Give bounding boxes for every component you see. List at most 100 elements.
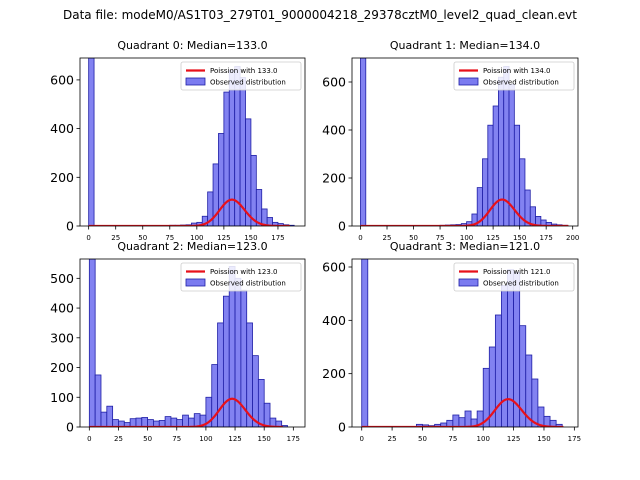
y-tick-label: 200 bbox=[50, 360, 74, 375]
x-tick-label: 75 bbox=[165, 234, 174, 242]
y-tick-label: 200 bbox=[322, 366, 346, 381]
histogram-bar bbox=[239, 77, 246, 226]
plot-title: Quadrant 0: Median=133.0 bbox=[117, 39, 267, 52]
y-tick-label: 0 bbox=[66, 420, 74, 435]
legend-line-label: Poission with 134.0 bbox=[483, 67, 551, 75]
histogram-bar bbox=[492, 105, 499, 226]
y-tick-label: 100 bbox=[50, 390, 74, 405]
y-tick-label: 500 bbox=[50, 271, 74, 286]
legend-line-label: Poission with 123.0 bbox=[210, 268, 278, 276]
x-tick-label: 25 bbox=[111, 234, 120, 242]
legend: Poission with 123.0 Observed distribution bbox=[180, 262, 302, 292]
legend-line-label: Poission with 133.0 bbox=[210, 67, 278, 75]
x-tick-label: 50 bbox=[138, 234, 147, 242]
y-tick-label: 0 bbox=[66, 219, 74, 234]
plot-area bbox=[360, 58, 569, 226]
histogram-bar bbox=[245, 118, 252, 226]
x-tick-label: 25 bbox=[383, 234, 392, 242]
x-tick-label: 125 bbox=[486, 234, 499, 242]
x-tick-label: 175 bbox=[568, 435, 581, 443]
y-tick-label: 600 bbox=[322, 75, 346, 90]
histogram-bar bbox=[188, 417, 195, 427]
legend-bar-label: Observed distribution bbox=[483, 280, 559, 288]
histogram-bar bbox=[458, 417, 466, 427]
x-tick-label: 175 bbox=[539, 234, 552, 242]
x-tick-label: 150 bbox=[537, 435, 550, 443]
histogram-bar bbox=[94, 374, 102, 427]
x-tick-label: 150 bbox=[513, 234, 526, 242]
x-tick-label: 50 bbox=[143, 435, 152, 443]
x-tick-label: 175 bbox=[287, 435, 300, 443]
legend-bar-swatch bbox=[458, 278, 479, 287]
y-tick-label: 600 bbox=[50, 72, 74, 87]
x-tick-label: 0 bbox=[359, 435, 363, 443]
histogram-bar bbox=[135, 417, 143, 427]
quadrant-1-plot: Quadrant 1: Median=134.0 0 25 50 75 100 125 150… bbox=[322, 39, 579, 242]
legend-line-label: Poission with 121.0 bbox=[483, 268, 551, 276]
axes-frame bbox=[79, 57, 306, 227]
x-tick-label: 0 bbox=[86, 234, 90, 242]
histogram-bar bbox=[257, 379, 265, 427]
histogram-bar bbox=[88, 259, 96, 427]
histogram-bar bbox=[88, 58, 95, 226]
x-tick-label: 125 bbox=[507, 435, 520, 443]
x-tick-label: 125 bbox=[217, 234, 230, 242]
histogram-bar bbox=[531, 378, 539, 427]
histogram-bar bbox=[252, 355, 259, 427]
legend-bar-label: Observed distribution bbox=[210, 79, 286, 87]
x-tick-label: 0 bbox=[358, 234, 362, 242]
legend-bar-swatch bbox=[185, 77, 206, 86]
legend-bar-label: Observed distribution bbox=[210, 280, 286, 288]
histogram-bar bbox=[106, 405, 114, 427]
x-tick-label: 100 bbox=[477, 435, 490, 443]
histogram-bar bbox=[255, 189, 263, 226]
histogram-bar bbox=[112, 419, 119, 427]
x-tick-label: 100 bbox=[460, 234, 473, 242]
quadrant-3-plot: Quadrant 3: Median=121.0 0 25 50 75 100 125 150… bbox=[322, 240, 581, 443]
histogram-bar bbox=[164, 416, 172, 427]
x-tick-label: 0 bbox=[87, 435, 91, 443]
histogram-bar bbox=[129, 418, 137, 427]
histogram-bar bbox=[100, 411, 108, 427]
legend-box bbox=[453, 61, 575, 91]
histogram-bar bbox=[193, 413, 201, 427]
legend-box bbox=[453, 262, 575, 292]
x-tick-label: 125 bbox=[228, 435, 241, 443]
y-tick-label: 200 bbox=[50, 170, 74, 185]
histogram-bar bbox=[176, 419, 183, 427]
x-tick-label: 100 bbox=[190, 234, 203, 242]
histogram-bar bbox=[549, 419, 557, 427]
histogram-bar bbox=[182, 414, 189, 427]
legend-box bbox=[180, 61, 302, 91]
histogram-bar bbox=[141, 417, 149, 427]
histogram-bar bbox=[263, 402, 271, 427]
legend: Poission with 133.0 Observed distribution bbox=[180, 61, 302, 91]
histogram-bar bbox=[498, 76, 505, 226]
x-tick-label: 200 bbox=[566, 234, 579, 242]
legend-box bbox=[180, 262, 302, 292]
plot-title: Quadrant 1: Median=134.0 bbox=[390, 39, 540, 52]
histogram-bar bbox=[555, 423, 563, 427]
histogram-bar bbox=[507, 269, 515, 427]
x-tick-label: 75 bbox=[436, 234, 445, 242]
y-tick-label: 400 bbox=[50, 121, 74, 136]
x-tick-label: 50 bbox=[418, 435, 427, 443]
y-tick-label: 600 bbox=[322, 260, 346, 275]
x-tick-label: 150 bbox=[258, 435, 271, 443]
plot-title: Quadrant 3: Median=121.0 bbox=[390, 240, 540, 253]
legend-bar-swatch bbox=[458, 77, 479, 86]
quadrant-0-plot: Quadrant 0: Median=133.0 0 25 50 75 100 125 150… bbox=[50, 39, 306, 242]
y-tick-label: 0 bbox=[338, 420, 346, 435]
x-tick-label: 25 bbox=[114, 435, 123, 443]
y-tick-label: 400 bbox=[50, 301, 74, 316]
y-tick-label: 300 bbox=[50, 330, 74, 345]
quadrant-2-plot: Quadrant 2: Median=123.0 0 25 50 75 100 125 150… bbox=[50, 240, 306, 443]
axes-frame bbox=[351, 57, 579, 227]
histogram-bar bbox=[222, 295, 230, 427]
histogram-bar bbox=[501, 285, 508, 427]
plot-title: Quadrant 2: Median=123.0 bbox=[117, 240, 267, 253]
plot-area bbox=[361, 259, 564, 427]
x-tick-label: 100 bbox=[199, 435, 212, 443]
y-tick-label: 0 bbox=[338, 219, 346, 234]
